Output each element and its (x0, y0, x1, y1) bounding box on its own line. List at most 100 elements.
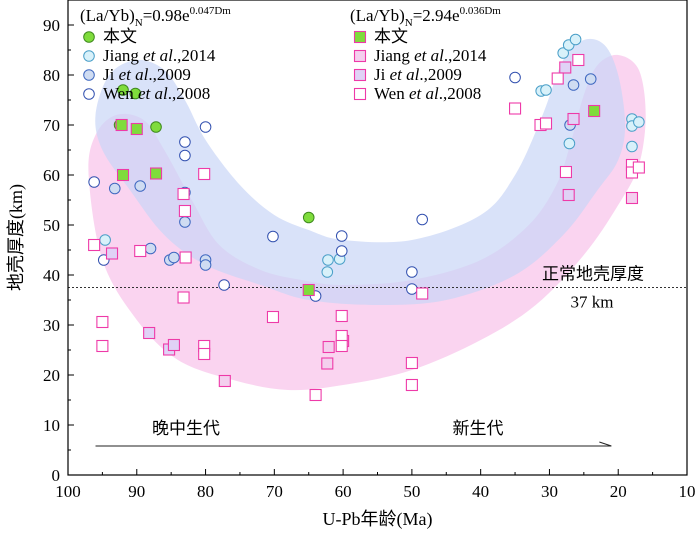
x-tick-label-80: 80 (197, 482, 214, 501)
circle-point-jiang-12 (563, 137, 576, 150)
y-tick-label-10: 10 (43, 416, 60, 435)
pink-legend-marker-this (353, 30, 367, 44)
blue-legend-marker-jiang (83, 50, 95, 62)
circle-point-wen-2 (179, 136, 191, 148)
circle-point-this-4 (302, 211, 315, 224)
square-point-wen-15 (335, 339, 348, 353)
blue-legend-label-ji: Ji et al.,2009 (103, 65, 191, 84)
blue-legend-marker-ji (83, 69, 95, 81)
square-point-this-3 (149, 167, 163, 180)
circle-point-this-3 (150, 121, 162, 133)
square-point-wen-11 (266, 310, 280, 324)
circle-point-wen-12 (406, 283, 418, 295)
square-point-wen-2 (96, 339, 109, 353)
y-tick-label-20: 20 (43, 366, 60, 385)
x-tick-label-90: 90 (128, 482, 145, 501)
period-label-cenozoic: 新生代 (453, 419, 504, 438)
circle-point-ji-2 (168, 251, 180, 264)
circle-point-wen-11 (406, 266, 418, 278)
square-point-this-1 (130, 122, 143, 136)
y-tick-label-70: 70 (43, 116, 60, 135)
x-axis-title: U-Pb年龄(Ma) (323, 509, 433, 530)
pink-legend-label-this: 本文 (374, 27, 408, 46)
y-tick-label-80: 80 (43, 66, 60, 85)
square-point-wen-10 (198, 347, 211, 361)
square-point-wen-5 (178, 204, 191, 218)
x-tick-label-50: 50 (403, 482, 420, 501)
square-point-wen-14 (335, 329, 348, 343)
circle-point-jiang-10 (633, 116, 645, 128)
x-tick-label-30: 30 (541, 482, 558, 501)
y-tick-label-50: 50 (43, 216, 60, 235)
square-point-wen-13 (335, 309, 348, 323)
x-tick-label-100: 100 (55, 482, 81, 501)
circle-point-wen-3 (179, 149, 191, 162)
circle-point-wen-9 (335, 245, 348, 257)
square-point-wen-16 (416, 287, 429, 300)
y-axis-title: 地壳厚度(km) (6, 184, 27, 291)
circle-point-ji-11 (584, 73, 597, 85)
square-point-wen-4 (177, 187, 190, 201)
square-point-wen-1 (96, 315, 109, 329)
pink-legend-label-jiang: Jiang et al.,2014 (374, 46, 487, 65)
square-point-this-4 (302, 283, 315, 297)
y-tick-label-90: 90 (43, 16, 60, 35)
square-point-this-0 (115, 118, 128, 132)
circle-point-jiang-0 (322, 254, 334, 266)
blue-legend-label-wen: Wen et al.,2008 (103, 84, 210, 103)
square-point-this-5 (588, 104, 601, 118)
square-point-wen-12 (309, 388, 322, 402)
square-point-this-2 (116, 168, 130, 182)
y-tick-label-30: 30 (43, 316, 60, 335)
circle-point-jiang-2 (321, 266, 334, 278)
square-point-ji-0 (105, 247, 119, 260)
square-point-jiang-4 (625, 191, 639, 205)
square-point-ji-1 (143, 326, 156, 340)
circle-point-this-1 (129, 87, 142, 100)
period-label-mesozoic: 晚中生代 (152, 419, 220, 438)
square-point-wen-8 (198, 167, 211, 181)
x-tick-label-60: 60 (335, 482, 352, 501)
circle-point-jiang-11 (626, 140, 638, 153)
circle-point-ji-6 (134, 180, 147, 192)
pink-legend-marker-ji (353, 68, 367, 82)
circle-point-jiang-5 (557, 47, 570, 59)
circle-point-wen-0 (88, 176, 100, 188)
square-point-jiang-0 (218, 374, 231, 388)
circle-point-ji-5 (108, 182, 121, 195)
pink-legend-marker-wen (353, 87, 367, 101)
square-point-jiang-2 (321, 357, 334, 370)
square-point-ji-3 (167, 338, 180, 352)
normal-crust-label: 正常地壳厚度 (542, 265, 644, 284)
circle-point-wen-5 (218, 279, 230, 291)
square-point-ji-4 (559, 61, 572, 74)
formula-pink: (La/Yb)N=2.94e0.036Dm (350, 5, 501, 29)
circle-point-jiang-4 (540, 84, 552, 96)
x-tick-label-10: 10 (679, 482, 696, 501)
circle-point-wen-13 (509, 71, 521, 84)
formula-blue: (La/Yb)N=0.98e0.047Dm (80, 5, 231, 29)
pink-envelope (88, 54, 646, 391)
square-point-wen-3 (134, 244, 147, 258)
square-point-wen-24 (572, 53, 585, 67)
pink-legend-marker-jiang (353, 49, 367, 63)
blue-legend-marker-wen (83, 88, 95, 100)
x-tick-label-20: 20 (610, 482, 627, 501)
circle-point-ji-8 (199, 259, 212, 271)
square-point-wen-22 (551, 72, 564, 85)
blue-legend-label-jiang: Jiang et al.,2014 (103, 46, 216, 65)
circle-point-ji-9 (567, 79, 580, 91)
square-point-wen-0 (88, 238, 101, 252)
normal-crust-value: 37 km (571, 293, 614, 312)
square-point-ji-6 (562, 188, 575, 202)
circle-point-wen-6 (267, 230, 279, 243)
circle-point-wen-4 (199, 121, 212, 133)
circle-point-wen-8 (335, 230, 348, 242)
square-point-wen-17 (405, 356, 418, 370)
square-point-wen-18 (405, 378, 418, 392)
y-tick-label-0: 0 (52, 466, 61, 485)
square-point-ji-5 (567, 112, 580, 126)
pink-legend-label-ji: Ji et al.,2009 (374, 65, 462, 84)
